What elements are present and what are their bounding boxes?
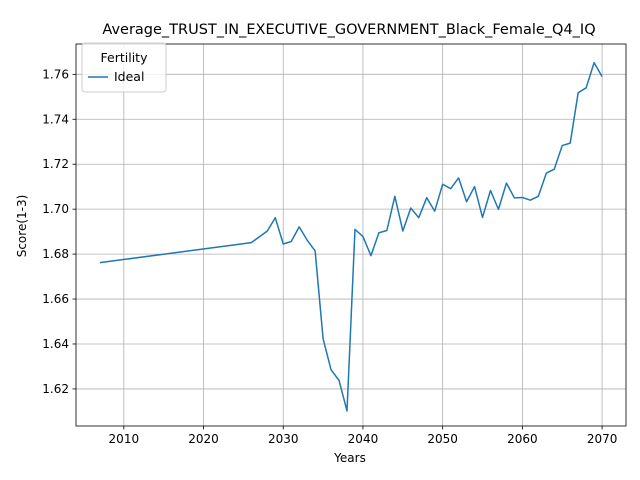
y-tick-label: 1.62 [42, 382, 69, 396]
series-line-ideal [99, 61, 603, 412]
x-tick-label: 2040 [348, 432, 379, 446]
x-tick-label: 2030 [268, 432, 299, 446]
x-tick-label: 2070 [587, 432, 618, 446]
y-tick-label: 1.68 [42, 247, 69, 261]
y-tick-label: 1.64 [42, 337, 69, 351]
legend-title: Fertility [101, 50, 149, 65]
y-tick-label: 1.76 [42, 67, 69, 81]
x-tick-label: 2020 [188, 432, 219, 446]
ticks: 2010 2020 2030 2040 2050 2060 2070 1.62 1.64 1.66… [42, 67, 617, 446]
legend: Fertility Ideal [81, 42, 167, 93]
y-tick-label: 1.70 [42, 202, 69, 216]
x-tick-label: 2050 [427, 432, 458, 446]
legend-label-ideal: Ideal [114, 69, 144, 84]
y-tick-label: 1.74 [42, 112, 69, 126]
x-axis-label: Years [333, 451, 366, 465]
x-tick-label: 2010 [109, 432, 140, 446]
y-tick-label: 1.72 [42, 157, 69, 171]
chart-title: Average_TRUST_IN_EXECUTIVE_GOVERNMENT_Bl… [102, 22, 595, 38]
legend-box [81, 42, 167, 93]
series-layer [99, 61, 603, 412]
plot-frame [75, 43, 627, 427]
grid [76, 44, 626, 426]
y-tick-label: 1.66 [42, 292, 69, 306]
y-axis-label: Score(1-3) [15, 195, 29, 258]
x-tick-label: 2060 [507, 432, 538, 446]
